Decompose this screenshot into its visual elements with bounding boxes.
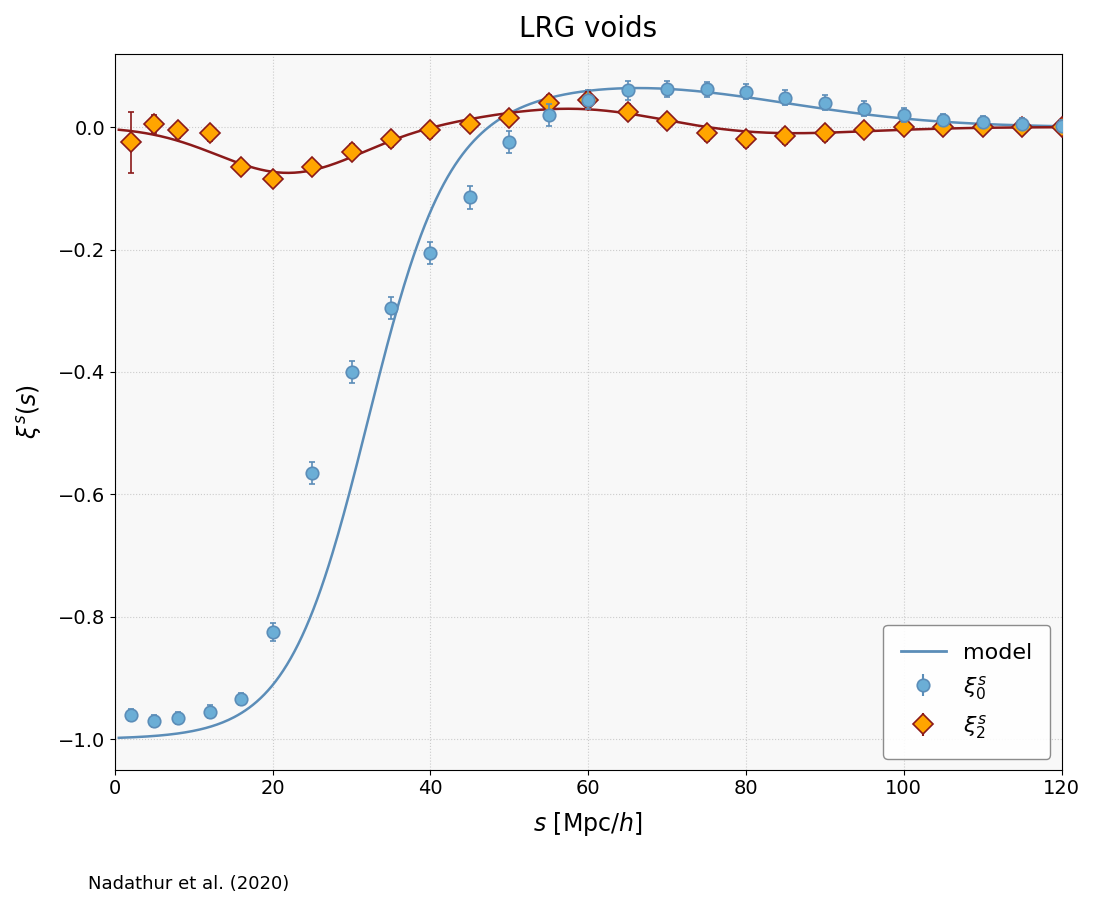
Title: LRG voids: LRG voids	[519, 15, 657, 43]
Y-axis label: $\xi^s(s)$: $\xi^s(s)$	[15, 385, 44, 439]
Legend: model, $\xi_0^s$, $\xi_2^s$: model, $\xi_0^s$, $\xi_2^s$	[884, 625, 1050, 758]
X-axis label: $s$ [Mpc/$h$]: $s$ [Mpc/$h$]	[533, 810, 643, 837]
Text: Nadathur et al. (2020): Nadathur et al. (2020)	[88, 875, 289, 892]
